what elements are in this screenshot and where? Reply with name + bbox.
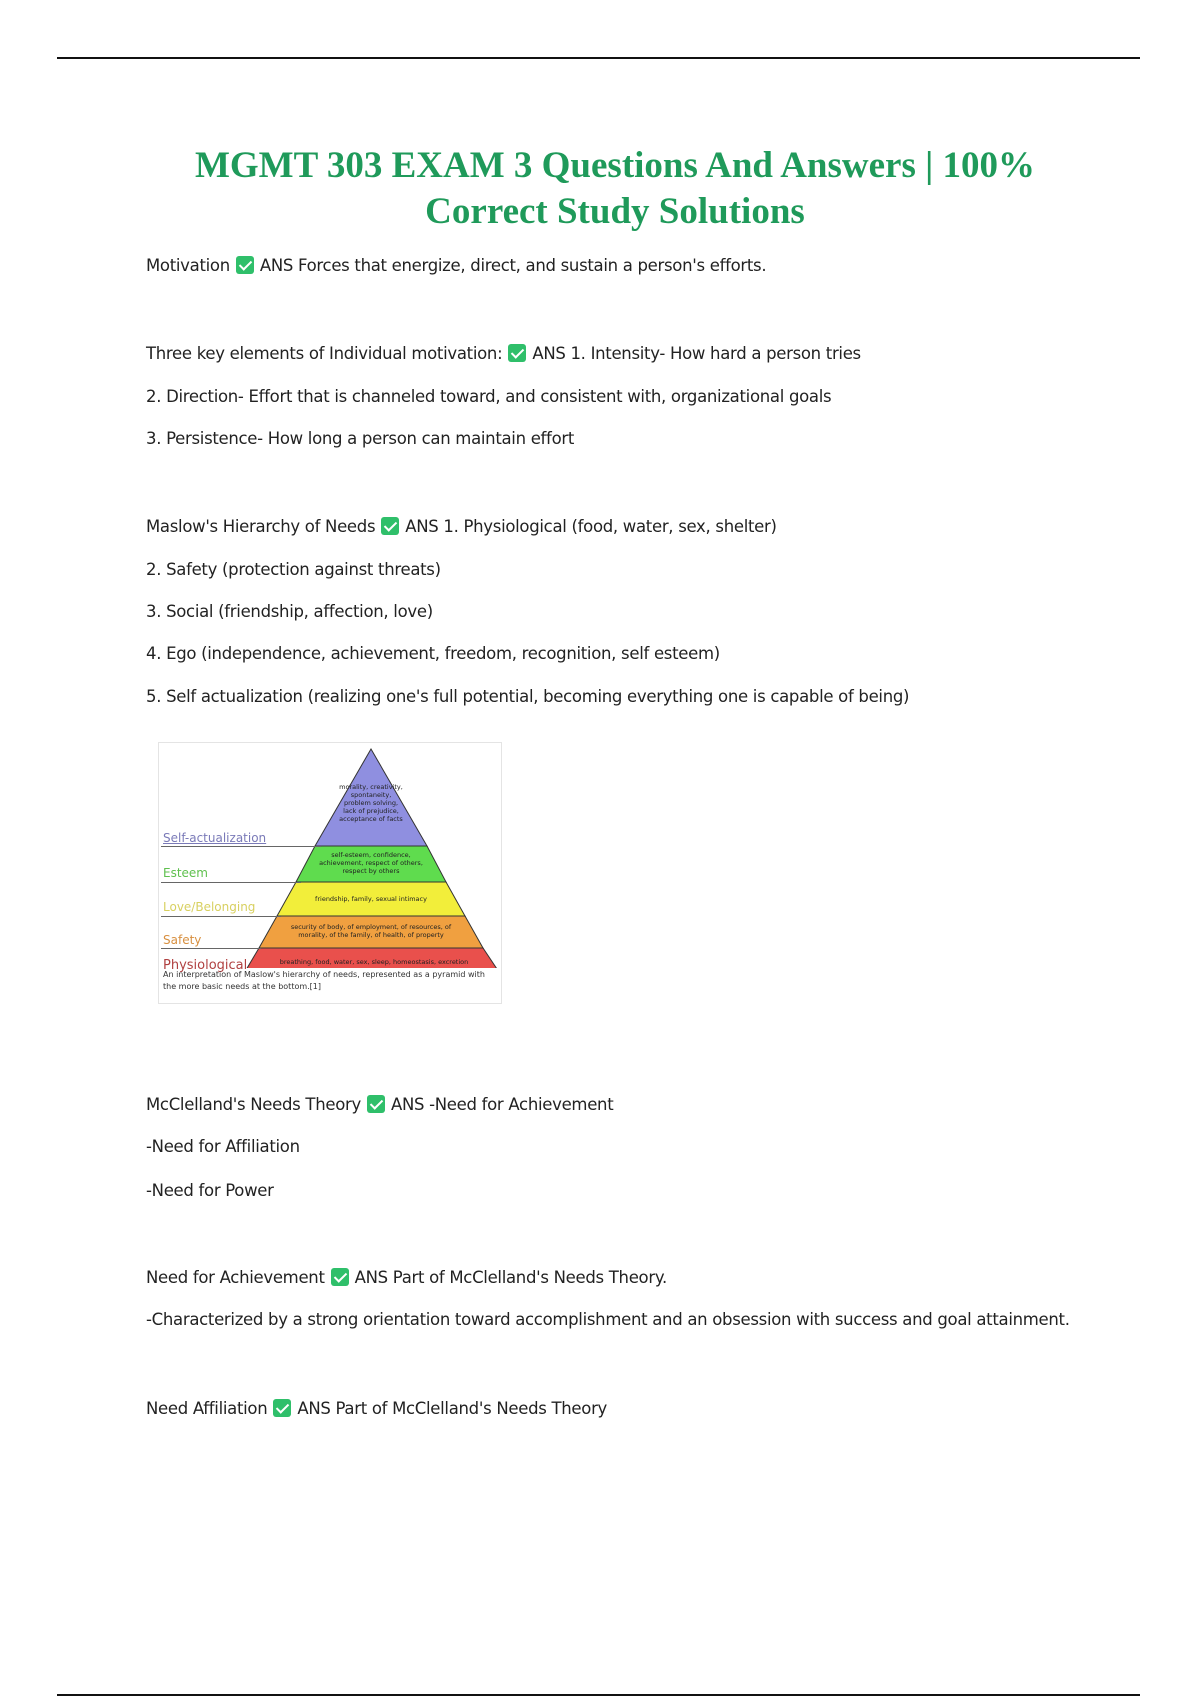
- level-physiological: Physiological: [163, 958, 248, 973]
- document-title: MGMT 303 EXAM 3 Questions And Answers | …: [0, 143, 1200, 235]
- divider: [161, 916, 281, 917]
- answer-line: 3. Social (friendship, affection, love): [146, 602, 433, 621]
- level-love: Love/Belonging: [163, 900, 256, 914]
- green-checkbox-icon: [381, 517, 400, 535]
- answer-line: 4. Ego (independence, achievement, freed…: [146, 644, 720, 663]
- divider: [161, 948, 261, 949]
- tier-text: self-esteem, confidence, achievement, re…: [319, 851, 423, 875]
- qa-mcclelland: McClelland's Needs Theory ANS -Need for A…: [146, 1094, 614, 1116]
- title-line-1: MGMT 303 EXAM 3 Questions And Answers | …: [194, 145, 1036, 186]
- pyramid-graphic: [246, 747, 497, 968]
- answer-line: -Characterized by a strong orientation t…: [146, 1310, 1070, 1329]
- qa-key-elements: Three key elements of Individual motivat…: [146, 343, 861, 365]
- answer-line: -Need for Power: [146, 1181, 274, 1200]
- tier-text: security of body, of employment, of reso…: [290, 923, 452, 939]
- tier-text: morality, creativity, spontaneity, probl…: [339, 783, 403, 823]
- green-checkbox-icon: [366, 1095, 385, 1113]
- qa-need-affiliation: Need Affiliation ANS Part of McClelland's…: [146, 1398, 607, 1420]
- green-checkbox-icon: [273, 1399, 292, 1417]
- answer: ANS -Need for Achievement: [390, 1095, 614, 1114]
- term: McClelland's Needs Theory: [146, 1095, 361, 1114]
- tier-text: friendship, family, sexual intimacy: [315, 895, 427, 903]
- term: Need Affiliation: [146, 1399, 268, 1418]
- green-checkbox-icon: [330, 1268, 349, 1286]
- answer: ANS Forces that energize, direct, and su…: [259, 256, 767, 275]
- answer: ANS Part of McClelland's Needs Theory.: [354, 1268, 668, 1287]
- title-line-2: Correct Study Solutions: [425, 191, 805, 232]
- answer-line: -Need for Affiliation: [146, 1137, 300, 1156]
- level-safety: Safety: [163, 933, 202, 947]
- divider: [161, 882, 301, 883]
- answer-line: 3. Persistence- How long a person can ma…: [146, 429, 575, 448]
- top-rule: [57, 57, 1140, 59]
- divider: [161, 846, 321, 847]
- answer: ANS Part of McClelland's Needs Theory: [297, 1399, 608, 1418]
- qa-need-achievement: Need for Achievement ANS Part of McClella…: [146, 1267, 667, 1289]
- maslow-pyramid-figure: Self-actualization Esteem Love/Belonging…: [158, 742, 502, 1004]
- figure-caption: An interpretation of Maslow's hierarchy …: [163, 970, 485, 991]
- qa-maslow: Maslow's Hierarchy of Needs ANS 1. Physio…: [146, 516, 777, 538]
- level-esteem: Esteem: [163, 866, 208, 880]
- term: Need for Achievement: [146, 1268, 325, 1287]
- answer-line: 2. Direction- Effort that is channeled t…: [146, 387, 832, 406]
- answer: ANS 1. Physiological (food, water, sex, …: [405, 517, 777, 536]
- tier-text: breathing, food, water, sex, sleep, home…: [279, 958, 469, 966]
- level-self-actualization: Self-actualization: [163, 831, 267, 845]
- answer-line: 5. Self actualization (realizing one's f…: [146, 687, 910, 706]
- term: Three key elements of Individual motivat…: [146, 344, 503, 363]
- term: Maslow's Hierarchy of Needs: [146, 517, 376, 536]
- answer-line: 2. Safety (protection against threats): [146, 560, 441, 579]
- term: Motivation: [146, 256, 230, 275]
- green-checkbox-icon: [508, 344, 527, 362]
- green-checkbox-icon: [235, 256, 254, 274]
- qa-motivation: Motivation ANS Forces that energize, dire…: [146, 255, 767, 277]
- answer: ANS 1. Intensity- How hard a person trie…: [532, 344, 861, 363]
- bottom-rule: [57, 1694, 1140, 1696]
